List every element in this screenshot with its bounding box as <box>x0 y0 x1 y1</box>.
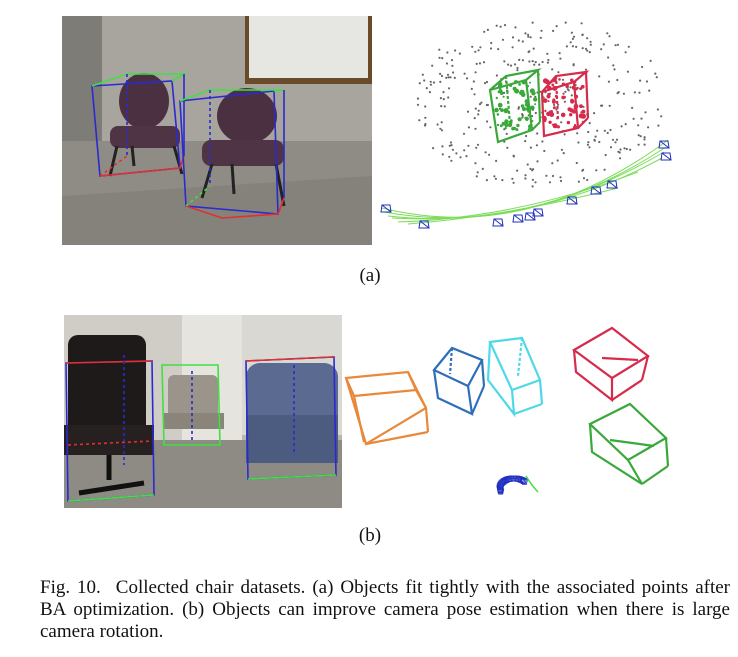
box-chair-1 <box>91 73 187 177</box>
caption-text: Collected chair datasets. (a) Objects fi… <box>40 577 730 642</box>
armchair <box>246 363 338 463</box>
panel-a-label: (a) <box>359 265 381 286</box>
photo-a <box>62 16 372 245</box>
cube-green-b <box>588 402 670 485</box>
cube-blue <box>432 346 486 416</box>
office-chair <box>64 335 154 496</box>
cube-red-b <box>571 326 650 403</box>
box-chairs-b <box>65 355 337 502</box>
camera-trajectory <box>381 139 669 225</box>
metal-chair <box>164 375 224 429</box>
figure-caption: Fig. 10. Collected chair datasets. (a) O… <box>40 577 730 643</box>
camera-frustums <box>380 140 672 229</box>
point-cloud <box>416 21 663 188</box>
reconstruction-a <box>378 12 674 252</box>
camera-cluster <box>496 475 528 495</box>
cube-orange <box>344 370 430 446</box>
box-chair-2 <box>179 89 285 219</box>
panel-b-label: (b) <box>358 525 382 546</box>
cube-cyan <box>486 336 544 418</box>
figure-label: Fig. 10. <box>40 577 101 598</box>
photo-b <box>64 315 342 508</box>
reconstruction-b <box>342 320 682 520</box>
cube-green <box>488 68 542 144</box>
